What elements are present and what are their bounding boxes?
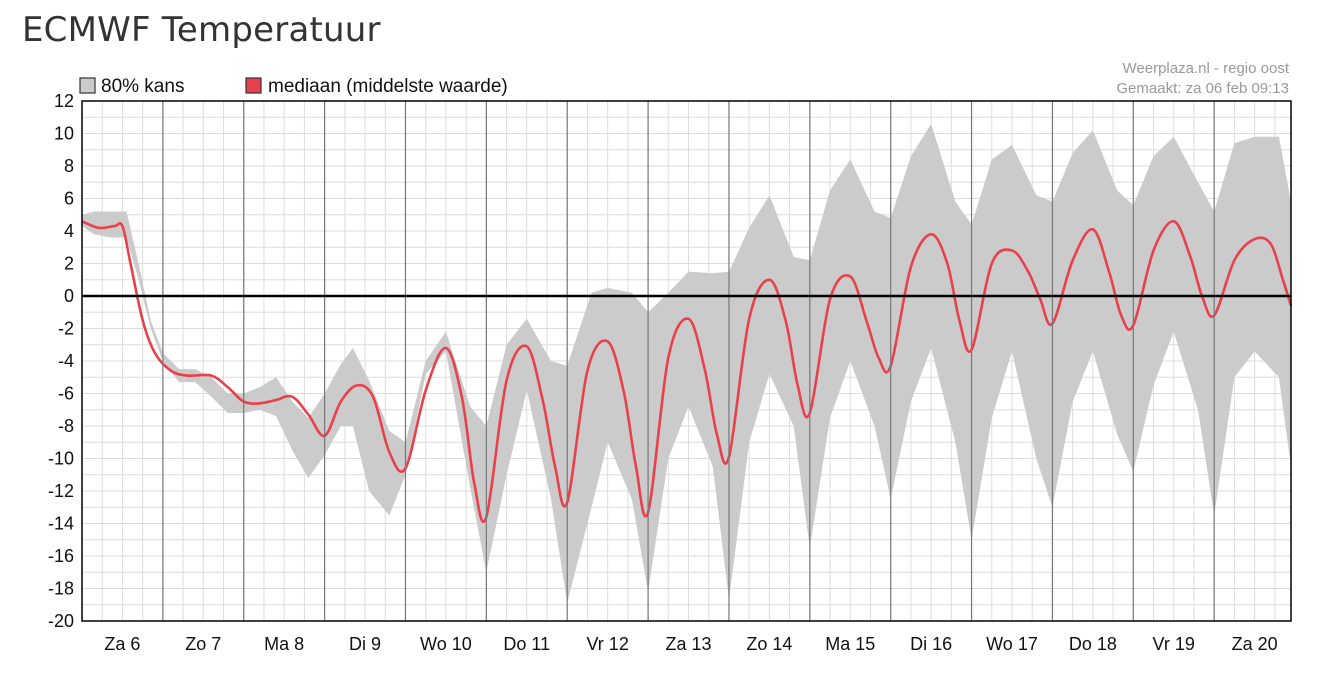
y-axis-ticks: 12 10 8 6 4 2 0 -2 -4 -6 -8 -10 -12 -14 -16 -18 -20 — [48, 91, 74, 631]
legend-label-median: mediaan (middelste waarde) — [268, 76, 508, 97]
y-tick-label: -2 — [58, 319, 74, 339]
x-tick-label: Za 20 — [1232, 634, 1278, 654]
x-tick-label: Ma 15 — [825, 634, 875, 654]
plot-frame — [81, 100, 1292, 622]
day-separators — [162, 101, 1215, 621]
band-80-percent — [82, 123, 1291, 604]
x-tick-label: Zo 7 — [185, 634, 221, 654]
y-tick-label: -14 — [48, 514, 74, 534]
legend: 80% kans mediaan (middelste waarde) — [79, 76, 508, 97]
source-label: Weerplaza.nl - regio oost — [1123, 60, 1290, 77]
x-tick-label: Za 13 — [666, 634, 712, 654]
median-line — [81, 220, 1293, 524]
x-tick-label: Di 16 — [910, 634, 952, 654]
y-tick-label: -6 — [58, 384, 74, 404]
y-tick-label: 8 — [64, 156, 74, 176]
y-tick-label: -20 — [48, 611, 74, 631]
y-tick-label: 2 — [64, 254, 74, 274]
y-tick-label: -4 — [58, 351, 74, 371]
x-tick-label: Zo 14 — [746, 634, 792, 654]
y-tick-label: 6 — [64, 189, 74, 209]
x-axis-ticks: Za 6 Zo 7 Ma 8 Di 9 Wo 10 Do 11 Vr 12 Za 13 Zo 1… — [104, 634, 1277, 654]
y-tick-label: -12 — [48, 481, 74, 501]
y-tick-label: 10 — [54, 124, 74, 144]
x-tick-label: Wo 17 — [986, 634, 1038, 654]
created-timestamp: Gemaakt: za 06 feb 09:13 — [1116, 80, 1289, 97]
x-tick-label: Do 11 — [503, 634, 550, 654]
x-tick-label: Vr 19 — [1153, 634, 1195, 654]
page-title: ECMWF Temperatuur — [22, 10, 381, 50]
y-tick-label: 12 — [54, 91, 74, 111]
y-tick-label: -18 — [48, 579, 74, 599]
x-tick-label: Do 18 — [1069, 634, 1117, 654]
x-tick-label: Di 9 — [349, 634, 381, 654]
x-tick-label: Ma 8 — [264, 634, 304, 654]
legend-swatch-median — [245, 77, 262, 94]
y-tick-label: -10 — [48, 449, 74, 469]
x-tick-label: Vr 12 — [586, 634, 628, 654]
y-tick-label: 4 — [64, 221, 74, 241]
y-tick-label: 0 — [64, 286, 74, 306]
x-tick-label: Wo 10 — [420, 634, 472, 654]
y-tick-label: -8 — [58, 416, 74, 436]
legend-swatch-band — [79, 77, 96, 94]
x-tick-label: Za 6 — [104, 634, 140, 654]
y-tick-label: -16 — [48, 546, 74, 566]
legend-label-band: 80% kans — [101, 76, 184, 97]
